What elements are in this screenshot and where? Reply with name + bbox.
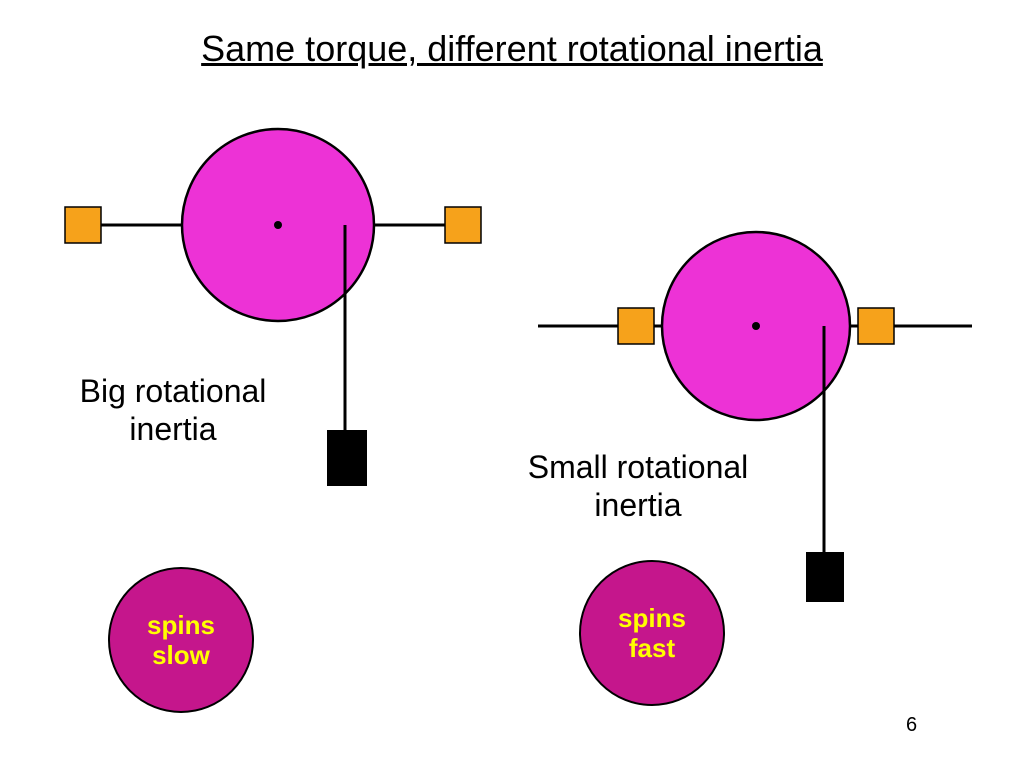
left-system bbox=[65, 129, 481, 486]
left-mass-right bbox=[445, 207, 481, 243]
left-badge: spins slow bbox=[109, 568, 253, 712]
right-mass-left bbox=[618, 308, 654, 344]
right-mass-right bbox=[858, 308, 894, 344]
diagram-stage: spins slow spins fast bbox=[0, 0, 1024, 768]
right-badge-line1: spins bbox=[618, 603, 686, 633]
right-hub-dot bbox=[752, 322, 760, 330]
left-weight bbox=[327, 430, 367, 486]
left-badge-line1: spins bbox=[147, 610, 215, 640]
right-system bbox=[538, 232, 972, 602]
right-badge: spins fast bbox=[580, 561, 724, 705]
right-weight bbox=[806, 552, 844, 602]
left-badge-line2: slow bbox=[152, 640, 211, 670]
left-mass-left bbox=[65, 207, 101, 243]
right-badge-line2: fast bbox=[629, 633, 676, 663]
left-hub-dot bbox=[274, 221, 282, 229]
